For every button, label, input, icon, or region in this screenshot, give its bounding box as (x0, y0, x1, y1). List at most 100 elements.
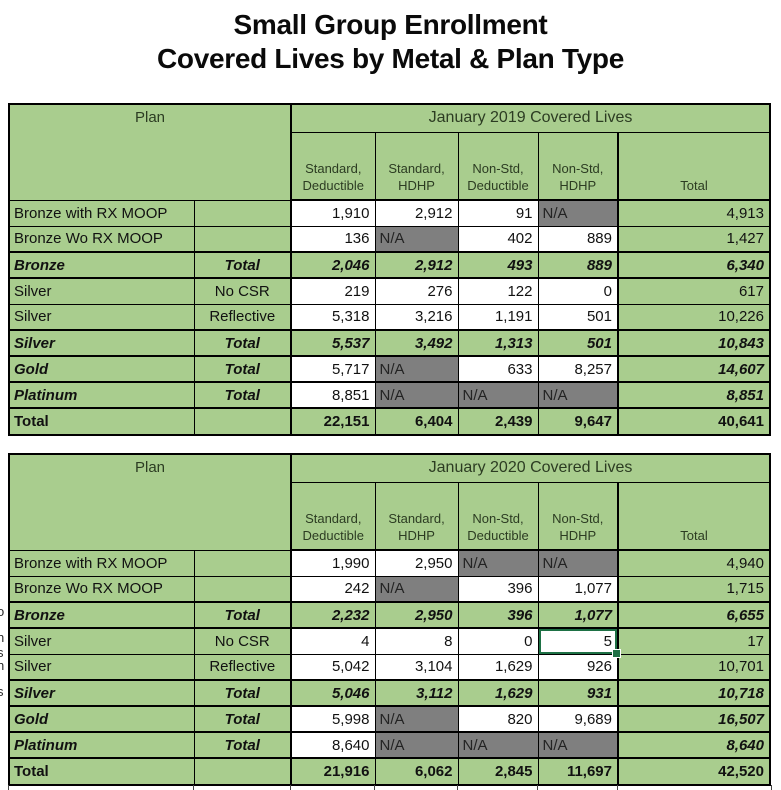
plan-sub-cell[interactable]: Reflective (193, 303, 292, 331)
value-cell[interactable]: 11,697 (537, 757, 619, 786)
selected-cell[interactable]: 5 (537, 627, 622, 658)
plan-name-cell[interactable]: Bronze Wo RX MOOP (8, 225, 195, 253)
value-cell[interactable]: 493 (457, 251, 539, 279)
na-cell[interactable]: N/A (374, 381, 459, 409)
value-cell[interactable]: 0 (457, 627, 539, 655)
na-cell[interactable]: N/A (537, 381, 619, 409)
value-cell[interactable]: 8,851 (290, 381, 376, 409)
plan-name-cell[interactable]: Total (8, 407, 195, 436)
value-cell[interactable]: 2,912 (374, 251, 459, 279)
plan-sub-cell[interactable]: No CSR (193, 627, 292, 655)
plan-sub-cell[interactable] (193, 199, 292, 227)
value-cell[interactable]: 8 (374, 627, 459, 655)
plan-name-cell[interactable]: Bronze with RX MOOP (8, 549, 195, 577)
value-cell[interactable]: 4 (290, 627, 376, 655)
value-cell[interactable]: 9,647 (537, 407, 619, 436)
plan-name-cell[interactable]: Silver (8, 277, 195, 305)
plan-sub-cell[interactable]: Total (193, 731, 292, 759)
value-cell[interactable]: 4,913 (617, 199, 771, 227)
value-cell[interactable]: 402 (457, 225, 539, 253)
value-cell[interactable]: 1,077 (537, 601, 619, 629)
plan-sub-cell[interactable]: Total (193, 355, 292, 383)
value-cell[interactable]: 501 (537, 329, 619, 357)
value-cell[interactable]: 8,640 (617, 731, 771, 759)
na-cell[interactable]: N/A (537, 199, 619, 227)
value-cell[interactable]: 1,629 (457, 653, 539, 681)
value-cell[interactable]: 242 (290, 575, 376, 603)
plan-name-cell[interactable]: Bronze with RX MOOP (8, 199, 195, 227)
value-cell[interactable]: 5,318 (290, 303, 376, 331)
value-cell[interactable]: 1,077 (537, 575, 619, 603)
column-header-non-std-hdhp[interactable]: Non-Std, HDHP (537, 131, 619, 201)
value-cell[interactable]: 17 (617, 627, 771, 655)
na-cell[interactable]: N/A (374, 575, 459, 603)
plan-name-cell[interactable]: Gold (8, 355, 195, 383)
value-cell[interactable]: 8,257 (537, 355, 619, 383)
plan-sub-cell[interactable]: Reflective (193, 653, 292, 681)
na-cell[interactable]: N/A (374, 731, 459, 759)
value-cell[interactable]: 9,689 (537, 705, 619, 733)
value-cell[interactable]: 3,104 (374, 653, 459, 681)
value-cell[interactable]: 91 (457, 199, 539, 227)
value-cell[interactable]: 1,715 (617, 575, 771, 603)
value-cell[interactable]: 926 (537, 653, 619, 681)
value-cell[interactable]: 40,641 (617, 407, 771, 436)
period-header[interactable]: January 2020 Covered Lives (290, 453, 771, 483)
value-cell[interactable]: 5,717 (290, 355, 376, 383)
value-cell[interactable]: 396 (457, 575, 539, 603)
value-cell[interactable]: 2,046 (290, 251, 376, 279)
plan-sub-cell[interactable]: Total (193, 251, 292, 279)
na-cell[interactable]: N/A (537, 731, 619, 759)
plan-column-header[interactable]: Plan (8, 103, 292, 201)
column-header-standard-deductible[interactable]: Standard, Deductible (290, 481, 376, 551)
value-cell[interactable]: 3,112 (374, 679, 459, 707)
value-cell[interactable]: 276 (374, 277, 459, 305)
plan-sub-cell[interactable]: Total (193, 329, 292, 357)
value-cell[interactable]: 3,492 (374, 329, 459, 357)
value-cell[interactable]: 6,404 (374, 407, 459, 436)
value-cell[interactable]: 5,537 (290, 329, 376, 357)
value-cell[interactable]: 820 (457, 705, 539, 733)
plan-sub-cell[interactable]: No CSR (193, 277, 292, 305)
value-cell[interactable]: 2,845 (457, 757, 539, 786)
plan-name-cell[interactable]: Silver (8, 303, 195, 331)
plan-name-cell[interactable]: Platinum (8, 731, 195, 759)
plan-sub-cell[interactable] (193, 225, 292, 253)
value-cell[interactable]: 2,912 (374, 199, 459, 227)
value-cell[interactable]: 10,843 (617, 329, 771, 357)
column-header-standard-deductible[interactable]: Standard, Deductible (290, 131, 376, 201)
value-cell[interactable]: 122 (457, 277, 539, 305)
plan-name-cell[interactable]: Bronze (8, 601, 195, 629)
plan-column-header[interactable]: Plan (8, 453, 292, 551)
na-cell[interactable]: N/A (457, 549, 539, 577)
value-cell[interactable]: 617 (617, 277, 771, 305)
value-cell[interactable]: 5,042 (290, 653, 376, 681)
plan-sub-cell[interactable]: Total (193, 705, 292, 733)
column-header-standard-hdhp[interactable]: Standard, HDHP (374, 481, 459, 551)
value-cell[interactable]: 1,629 (457, 679, 539, 707)
value-cell[interactable]: 931 (537, 679, 619, 707)
plan-name-cell[interactable]: Silver (8, 653, 195, 681)
na-cell[interactable]: N/A (457, 731, 539, 759)
plan-sub-cell[interactable]: Total (193, 679, 292, 707)
value-cell[interactable]: 1,313 (457, 329, 539, 357)
value-cell[interactable]: 8,851 (617, 381, 771, 409)
value-cell[interactable]: 2,232 (290, 601, 376, 629)
value-cell[interactable]: 6,655 (617, 601, 771, 629)
column-header-total[interactable]: Total (617, 481, 771, 551)
column-header-non-std-deductible[interactable]: Non-Std, Deductible (457, 131, 539, 201)
plan-sub-cell[interactable] (193, 575, 292, 603)
value-cell[interactable]: 633 (457, 355, 539, 383)
value-cell[interactable]: 42,520 (617, 757, 771, 786)
value-cell[interactable]: 16,507 (617, 705, 771, 733)
value-cell[interactable]: 1,910 (290, 199, 376, 227)
plan-sub-cell[interactable]: Total (193, 601, 292, 629)
value-cell[interactable]: 10,226 (617, 303, 771, 331)
value-cell[interactable]: 889 (537, 251, 619, 279)
plan-name-cell[interactable]: Platinum (8, 381, 195, 409)
value-cell[interactable]: 3,216 (374, 303, 459, 331)
value-cell[interactable]: 889 (537, 225, 619, 253)
column-header-non-std-hdhp[interactable]: Non-Std, HDHP (537, 481, 619, 551)
plan-name-cell[interactable]: Silver (8, 329, 195, 357)
value-cell[interactable]: 22,151 (290, 407, 376, 436)
